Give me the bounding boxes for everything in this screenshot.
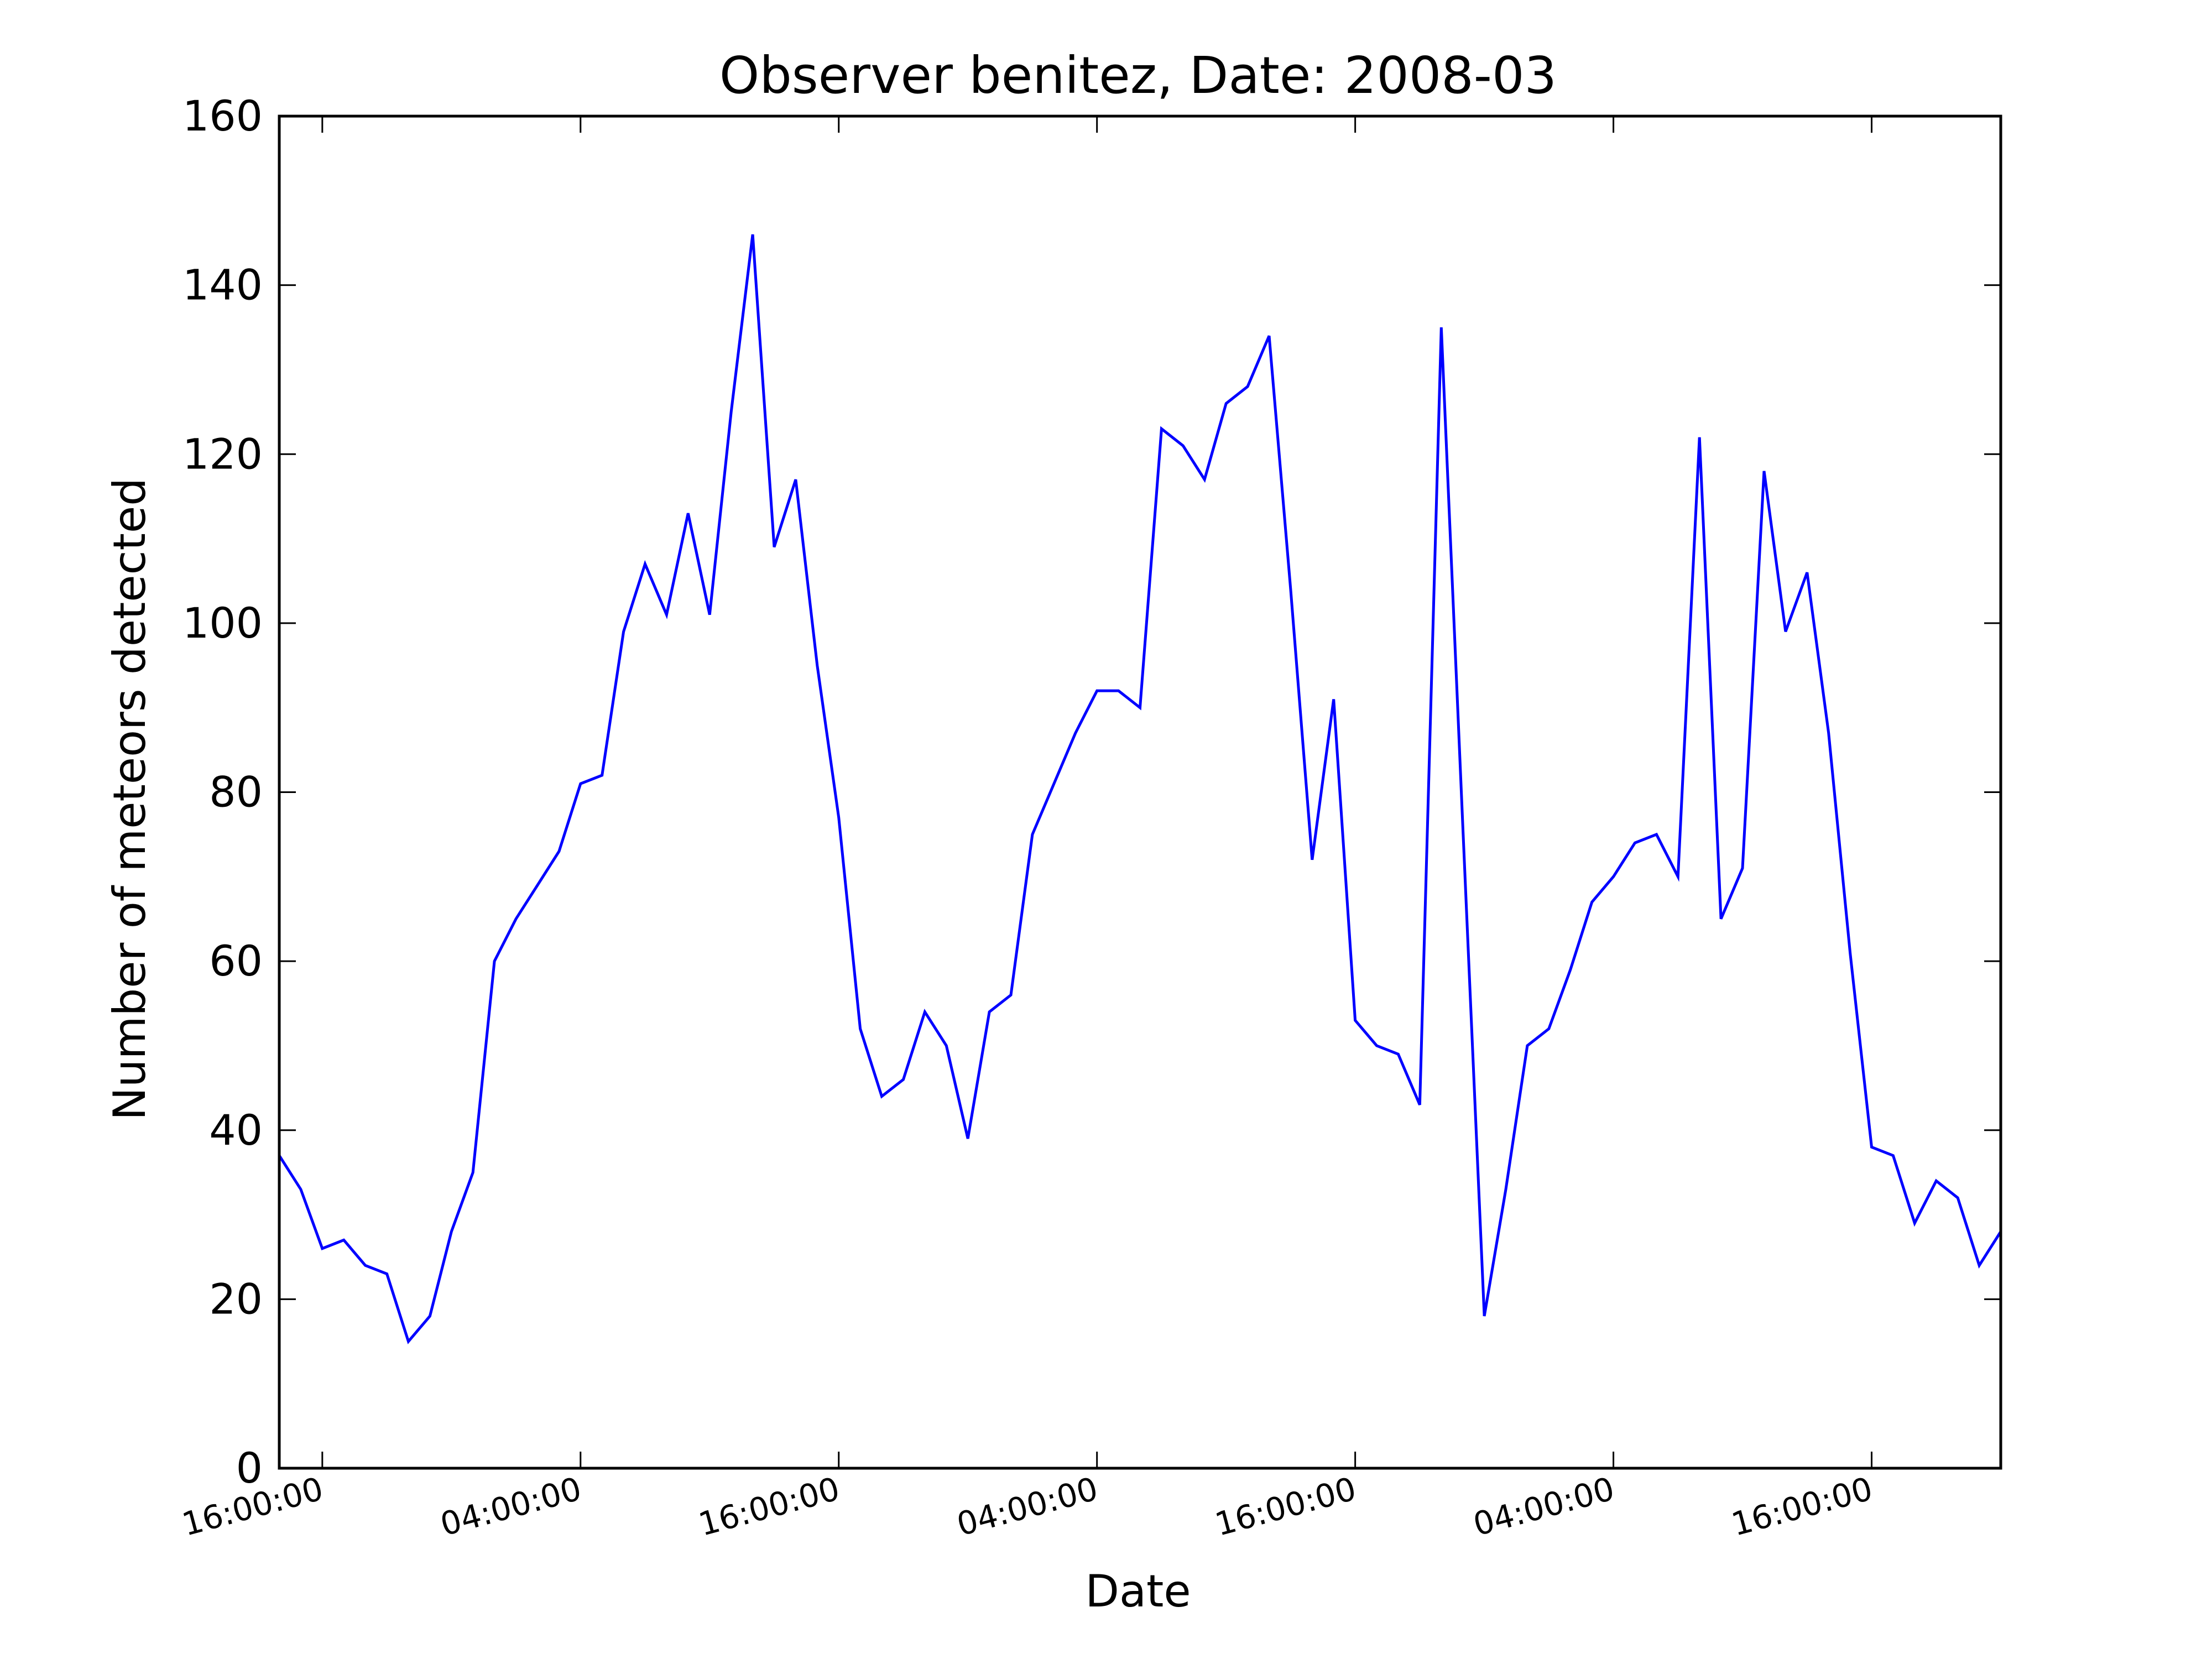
y-tick-label-6: 120 [182, 429, 263, 478]
y-tick-label-2: 40 [209, 1105, 263, 1155]
x-axis-label: Date [1085, 1566, 1191, 1617]
y-tick-label-4: 80 [209, 768, 263, 817]
y-tick-label-0: 0 [236, 1443, 263, 1493]
y-axis-label: Number of meteors detected [104, 478, 155, 1120]
y-tick-label-3: 60 [209, 936, 263, 985]
y-tick-label-8: 160 [182, 91, 263, 140]
series-line-0 [278, 234, 2002, 1344]
chart-title: Observer benitez, Date: 2008-03 [719, 46, 1557, 105]
y-tick-label-7: 140 [182, 260, 263, 310]
y-tick-label-1: 20 [209, 1274, 263, 1323]
y-tick-label-5: 100 [182, 598, 263, 648]
